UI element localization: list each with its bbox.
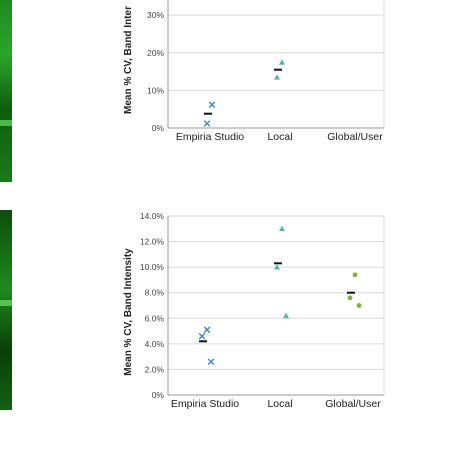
data-point-x-marker — [207, 358, 215, 366]
data-point-triangle-marker — [279, 59, 285, 65]
y-tick-label: 8.0% — [145, 288, 165, 298]
x-category-label: Local — [267, 398, 292, 410]
y-tick-label: 0% — [152, 123, 165, 133]
blot-band — [0, 120, 12, 126]
y-tick-label: 14.0% — [140, 211, 165, 221]
y-tick-label: 30% — [147, 10, 164, 20]
y-tick-label: 0% — [152, 390, 165, 400]
y-tick-label: 10% — [147, 85, 164, 95]
data-point-triangle-marker — [274, 74, 280, 80]
data-point-x-marker — [203, 120, 211, 127]
y-tick-label: 2.0% — [145, 364, 165, 374]
blot-band — [0, 300, 12, 306]
y-tick-label: 20% — [147, 48, 164, 58]
y-axis-label: Mean % CV, Band Inter — [123, 6, 134, 114]
data-point-x-marker — [198, 332, 206, 340]
y-tick-label: 4.0% — [145, 339, 165, 349]
data-point-triangle-marker — [274, 264, 280, 270]
data-point-triangle-marker — [283, 312, 289, 319]
data-point-circle-marker — [352, 272, 358, 278]
data-point-triangle-marker — [279, 225, 285, 232]
y-axis-label: Mean % CV, Band Intensity — [123, 248, 134, 376]
data-point-circle-marker — [356, 303, 362, 308]
x-category-label: Global/User — [325, 398, 381, 410]
y-tick-label: 10.0% — [140, 262, 165, 272]
x-category-label: Empiria Studio — [171, 398, 239, 410]
y-tick-label: 12.0% — [140, 237, 165, 247]
western-blot-image-bottom — [0, 210, 12, 410]
western-blot-image-top — [0, 0, 12, 182]
data-point-x-marker — [208, 101, 216, 108]
x-category-label: Global/User — [327, 131, 383, 143]
data-point-circle-marker — [347, 295, 353, 301]
y-tick-label: 6.0% — [145, 313, 165, 323]
x-category-label: Empiria Studio — [176, 131, 244, 143]
data-point-x-marker — [203, 326, 211, 334]
x-category-label: Local — [267, 131, 292, 143]
